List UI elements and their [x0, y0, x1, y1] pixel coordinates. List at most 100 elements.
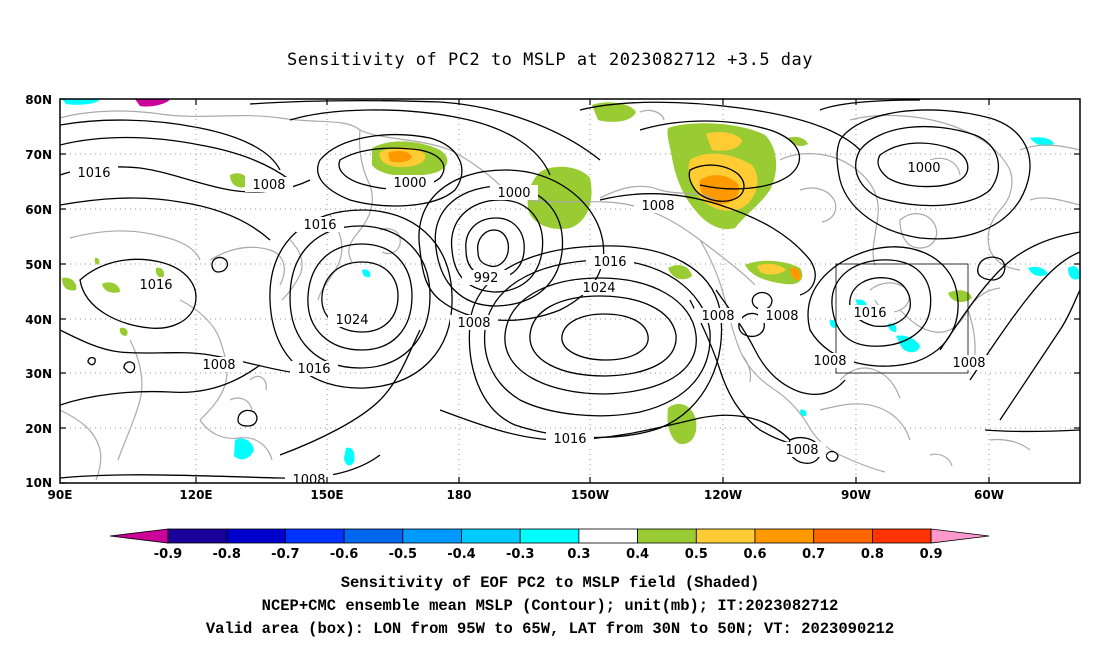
contour-small-mexico — [825, 450, 839, 462]
contour-1016-west — [289, 225, 431, 369]
contour-1020-west — [307, 243, 413, 351]
contour-1012-pacific — [468, 245, 723, 439]
colorbar-label: 0.9 — [920, 547, 943, 562]
contour-label: 1000 — [393, 176, 426, 191]
contour-1008-alaska — [599, 193, 816, 296]
contour-label: 1008 — [292, 473, 325, 488]
contour-1012-asia2 — [60, 197, 271, 241]
colorbar-segment — [637, 528, 697, 544]
mslp-contours — [60, 99, 1080, 479]
colorbar-segment — [754, 528, 815, 544]
contour-1012-west-us — [715, 289, 846, 395]
contour-label: 1024 — [335, 313, 368, 328]
contour-small-2 — [237, 409, 258, 427]
colorbar-label: 0.6 — [743, 547, 766, 562]
colorbar-segment — [167, 528, 228, 544]
contour-992-low — [477, 229, 510, 268]
colorbar-segment — [461, 528, 521, 544]
colorbar-label: 0.4 — [626, 547, 649, 562]
colorbar-label: -0.5 — [389, 547, 417, 562]
lon-label: 90E — [48, 488, 73, 502]
colorbar-label: -0.4 — [447, 547, 475, 562]
colorbar-segment — [284, 528, 345, 544]
colorbar-segment — [695, 528, 756, 544]
contour-labels: 1016 1008 1000 1000 1008 1000 1016 992 1… — [70, 160, 993, 488]
shade-cyan-9 — [1028, 266, 1048, 276]
contour-label: 1008 — [765, 309, 798, 324]
contour-1028-pacific — [561, 313, 649, 361]
shade-arctic-cyan — [62, 99, 100, 105]
caption-line-1: Sensitivity of EOF PC2 to MSLP field (Sh… — [340, 574, 760, 592]
plot-frame — [59, 98, 1081, 484]
contour-label: 1008 — [952, 356, 985, 371]
contour-996-low — [465, 217, 525, 279]
lon-label: 180 — [446, 488, 471, 502]
contour-1008-asia3 — [60, 364, 261, 406]
shade-asia-green-5 — [119, 327, 128, 336]
contour-1000-alaska — [688, 164, 745, 202]
contour-1012-box — [831, 259, 932, 347]
contour-label: 1016 — [297, 362, 330, 377]
contour-label: 1000 — [907, 161, 940, 176]
colorbar-segment — [402, 528, 462, 544]
colorbar-label: -0.7 — [271, 547, 299, 562]
colorbar-segment — [872, 528, 932, 544]
contour-1012-asia — [60, 136, 291, 181]
contour-label: 1016 — [303, 218, 336, 233]
contour-small-3 — [123, 361, 136, 374]
contour-1024-west — [321, 261, 399, 333]
lat-labels: 80N 70N 60N 50N 40N 30N 20N 10N — [25, 93, 52, 490]
contour-1004-canada — [855, 126, 999, 207]
contour-small-east — [977, 256, 1006, 281]
contour-1008-nw — [579, 101, 861, 151]
lat-label: 40N — [25, 313, 52, 327]
contour-1012-south — [279, 329, 421, 456]
lat-label: 80N — [25, 93, 52, 107]
lon-label: 150E — [310, 488, 343, 502]
contour-1024-pacific — [529, 295, 677, 377]
shade-cyan-11 — [800, 409, 807, 417]
colorbar-segment — [343, 528, 404, 544]
contour-label: 1016 — [853, 306, 886, 321]
lon-labels: 90E 120E 150E 180 150W 120W 90W 60W — [48, 488, 1004, 502]
shade-bering-green — [527, 166, 592, 230]
tick-marks — [60, 98, 1080, 484]
colorbar-high-extension — [930, 528, 990, 544]
colorbar: -0.9 -0.8 -0.7 -0.6 -0.5 -0.4 -0.3 0.3 0.4 0.5 0.6… — [109, 528, 990, 562]
contour-1008-south — [60, 454, 381, 479]
lat-label: 30N — [25, 367, 52, 381]
contour-1016-atlantic — [999, 289, 1080, 421]
contour-1000-low — [450, 199, 544, 293]
contour-label: 1008 — [785, 443, 818, 458]
contour-1000-kamchatka — [338, 147, 445, 190]
contour-1012-east — [819, 99, 921, 111]
contour-label: 1024 — [582, 281, 615, 296]
contour-1012-se — [984, 429, 1080, 433]
contour-label: 1000 — [497, 186, 530, 201]
contour-1012-north — [249, 100, 601, 161]
lon-label: 120W — [704, 488, 742, 502]
contour-small-1 — [211, 256, 229, 273]
contour-1012-asia3 — [60, 329, 291, 373]
contour-1016-south — [439, 409, 791, 441]
contour-1016-pacific — [483, 259, 711, 417]
shade-cyan-3 — [362, 269, 371, 278]
contour-1016-asia2 — [79, 258, 197, 329]
lon-label: 120E — [179, 488, 212, 502]
colorbar-label: 0.7 — [802, 547, 825, 562]
colorbar-segment — [519, 528, 580, 544]
contour-label: 1008 — [641, 199, 674, 214]
contour-1008-atlantic — [939, 231, 1080, 351]
contour-label: 1016 — [77, 166, 110, 181]
contour-label: 992 — [474, 271, 499, 286]
contour-1004-low — [434, 185, 564, 307]
shade-asia-green-2 — [102, 282, 120, 293]
colorbar-label: -0.6 — [330, 547, 358, 562]
shade-cyan-8 — [1030, 137, 1054, 146]
lat-label: 60N — [25, 203, 52, 217]
colorbar-label: 0.8 — [861, 547, 884, 562]
caption-line-2: NCEP+CMC ensemble mean MSLP (Contour); u… — [261, 597, 839, 615]
colorbar-segment — [813, 528, 873, 544]
colorbar-label: 0.5 — [685, 547, 708, 562]
